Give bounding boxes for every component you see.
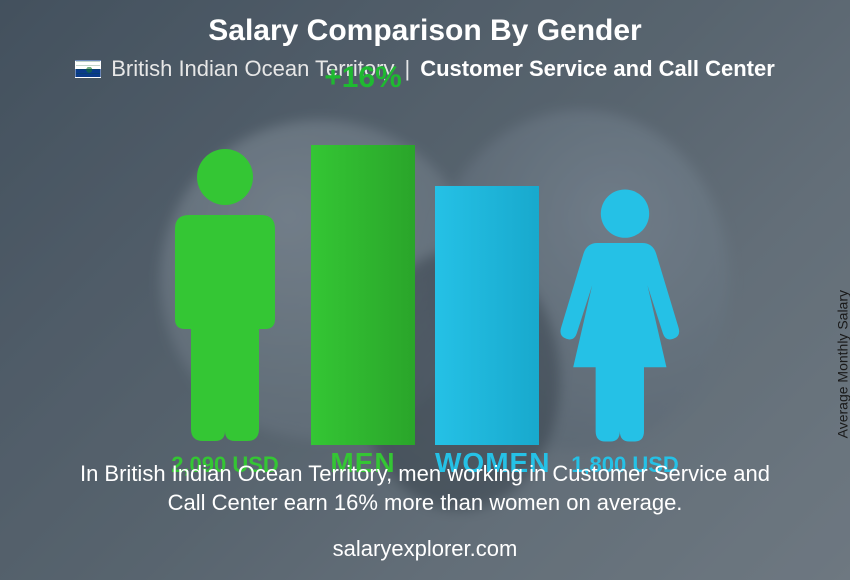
page-title: Salary Comparison By Gender xyxy=(0,14,850,48)
women-bar-col xyxy=(435,145,539,445)
men-bar xyxy=(311,145,415,445)
women-bar xyxy=(435,186,539,445)
men-icon-col xyxy=(159,145,291,445)
flag-icon xyxy=(75,60,101,78)
caption-text: In British Indian Ocean Territory, men w… xyxy=(60,459,790,518)
site-credit: salaryexplorer.com xyxy=(0,536,850,562)
columns xyxy=(95,95,755,445)
subtitle: British Indian Ocean Territory | Custome… xyxy=(0,56,850,82)
men-bar-col xyxy=(311,145,415,445)
subtitle-category: Customer Service and Call Center xyxy=(420,56,775,82)
delta-badge: +16% xyxy=(311,61,415,95)
y-axis-label: Average Monthly Salary xyxy=(834,290,850,438)
infographic-stage: Salary Comparison By Gender British Indi… xyxy=(0,0,850,580)
female-icon xyxy=(559,186,691,445)
men-bar-track xyxy=(311,145,415,445)
chart-area: +16% xyxy=(95,95,755,445)
women-icon-col xyxy=(559,186,691,445)
male-icon xyxy=(159,145,291,445)
women-bar-track xyxy=(435,145,539,445)
